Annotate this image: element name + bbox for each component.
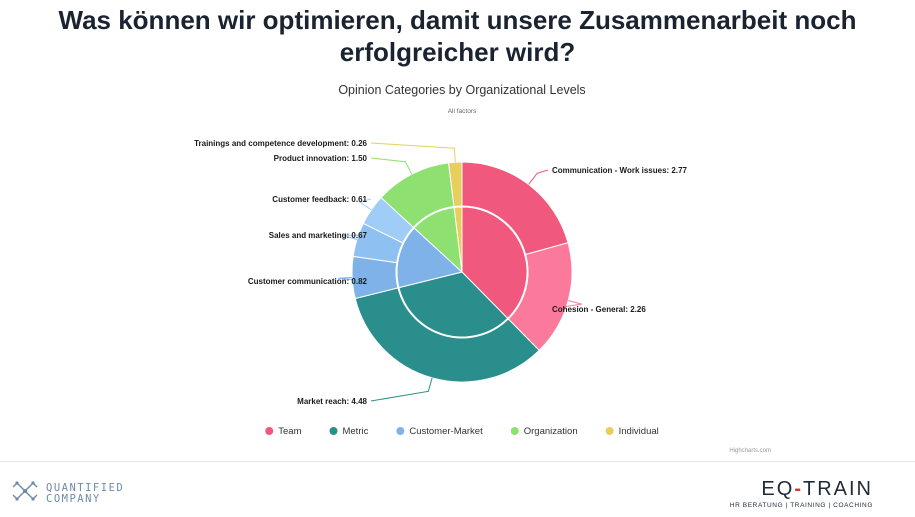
outer-slice-market-reach[interactable] <box>354 287 540 383</box>
sunburst-chart: Opinion Categories by Organizational Lev… <box>194 83 771 454</box>
legend-marker-organization <box>510 427 519 435</box>
legend-item-metric[interactable]: Metric <box>329 426 369 437</box>
chart-credits: Highcharts.com <box>729 448 771 454</box>
legend-item-team[interactable]: Team <box>265 426 302 437</box>
slide-title-line2: erfolgreicher wird? <box>339 37 576 67</box>
data-label-customer-communication: Customer communication: 0.82 <box>248 277 368 286</box>
slide-title-line1: Was können wir optimieren, damit unsere … <box>58 5 857 35</box>
legend-label-metric: Metric <box>342 426 368 437</box>
eq-train-tagline: HR BERATUNG | TRAINING | COACHING <box>729 502 873 509</box>
connector-cohesion-general <box>547 300 582 310</box>
connector-product-innovation <box>370 157 413 175</box>
eq-train-wordmark: EQ-TRAIN <box>730 478 873 500</box>
qc-line1: QUANTIFIED <box>46 481 125 494</box>
connector-customer-communication <box>338 277 372 282</box>
connector-communication-work-issues <box>528 169 549 185</box>
data-label-customer-feedback: Customer feedback: 0.61 <box>272 195 367 204</box>
legend: Team Metric Customer-Market Organization Ind… <box>265 426 659 437</box>
data-labels: Communication - Work issues: 2.77 Cohesio… <box>194 139 687 406</box>
connector-market-reach <box>370 377 433 402</box>
slide-title: Was können wir optimieren, damit unsere … <box>0 4 915 68</box>
label-connectors <box>338 142 582 402</box>
legend-item-customer-market[interactable]: Customer-Market <box>396 426 483 437</box>
quantified-company-logo: QUANTIFIED COMPANY <box>12 478 124 509</box>
quantified-company-wordmark: QUANTIFIED COMPANY <box>46 481 125 505</box>
data-label-sales-and-marketing: Sales and marketing: 0.67 <box>269 231 368 240</box>
inner-slice-individual[interactable] <box>453 206 463 273</box>
connector-customer-feedback <box>358 198 372 211</box>
inner-slice-metric[interactable] <box>398 271 509 338</box>
legend-item-individual[interactable]: Individual <box>605 426 659 437</box>
inner-slice-team[interactable] <box>461 206 528 320</box>
data-label-market-reach: Market reach: 4.48 <box>297 397 367 406</box>
eq-train-logo: EQ-TRAIN HR BERATUNG | TRAINING | COACHI… <box>730 478 873 509</box>
data-label-cohesion-general: Cohesion - General: 2.26 <box>552 305 646 314</box>
legend-item-organization[interactable]: Organization <box>510 426 578 437</box>
eq-name-right: TRAIN <box>803 478 873 500</box>
legend-marker-metric <box>329 427 338 435</box>
outer-ring <box>351 161 573 383</box>
legend-marker-customer-market <box>396 427 405 435</box>
legend-marker-individual <box>605 427 614 435</box>
connector-sales-and-marketing <box>343 234 372 241</box>
data-label-communication-work-issues: Communication - Work issues: 2.77 <box>552 166 688 175</box>
legend-label-team: Team <box>278 426 301 437</box>
chart-subtitle: All factors <box>448 108 477 115</box>
molecule-icon <box>12 478 38 509</box>
connector-trainings-and-competence-development <box>370 142 456 163</box>
eq-name-left: EQ <box>761 478 795 500</box>
inner-slice-customer-market[interactable] <box>396 227 464 289</box>
legend-label-organization: Organization <box>524 426 578 437</box>
eq-dash: - <box>794 478 803 500</box>
footer-divider <box>0 461 915 462</box>
legend-label-customer-market: Customer-Market <box>409 426 483 437</box>
data-label-trainings-and-competence-development: Trainings and competence development: 0.… <box>194 139 367 148</box>
outer-slice-trainings-and-competence-development[interactable] <box>448 161 463 208</box>
data-label-product-innovation: Product innovation: 1.50 <box>274 154 368 163</box>
legend-label-individual: Individual <box>619 426 659 437</box>
qc-line2: COMPANY <box>46 492 101 505</box>
legend-marker-team <box>265 427 274 435</box>
inner-ring <box>396 206 528 338</box>
chart-title: Opinion Categories by Organizational Lev… <box>338 83 585 97</box>
